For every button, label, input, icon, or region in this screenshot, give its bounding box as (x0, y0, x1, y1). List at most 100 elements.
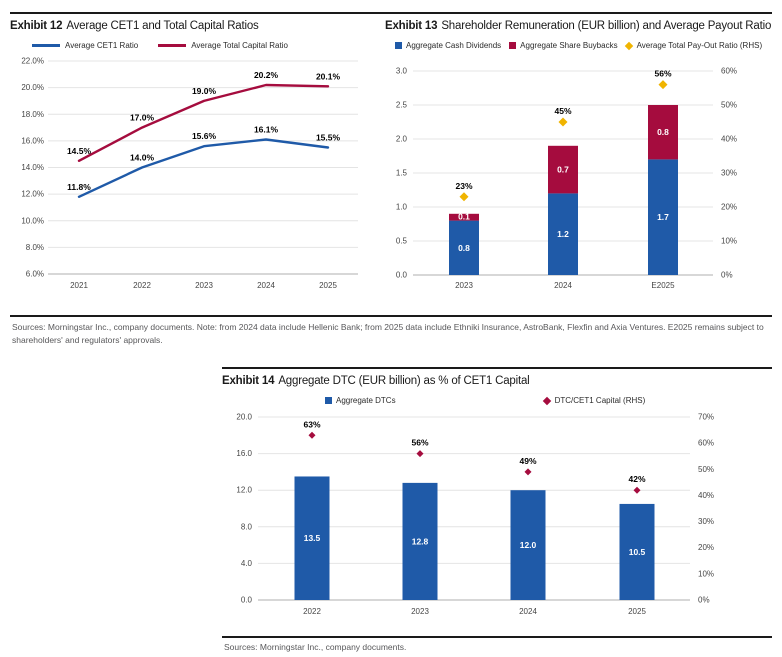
exhibit-12-title: Exhibit 12 Average CET1 and Total Capital… (10, 20, 259, 32)
svg-text:8.0%: 8.0% (26, 243, 44, 252)
svg-text:0.0: 0.0 (396, 271, 408, 280)
svg-text:0.1: 0.1 (458, 212, 470, 222)
exhibit-14-title: Exhibit 14 Aggregate DTC (EUR billion) as… (222, 375, 530, 387)
legend-item-payout-ratio: Average Total Pay-Out Ratio (RHS) (624, 41, 763, 50)
exhibit-14-top-rule (222, 367, 772, 369)
svg-text:0%: 0% (721, 271, 733, 280)
legend-label: Average CET1 Ratio (65, 41, 139, 50)
svg-text:2023: 2023 (411, 607, 429, 616)
svg-text:15.5%: 15.5% (316, 133, 341, 143)
dtc-bar-chart: 20.0 16.0 12.0 8.0 4.0 0.0 70% 60% 50% 40% 30% 20% 1… (236, 413, 714, 617)
svg-text:20%: 20% (698, 543, 714, 552)
svg-text:8.0: 8.0 (241, 522, 253, 531)
svg-text:0.5: 0.5 (396, 237, 408, 246)
svg-text:12.0: 12.0 (236, 486, 252, 495)
svg-text:2022: 2022 (303, 607, 321, 616)
svg-text:12.0%: 12.0% (21, 190, 44, 199)
svg-text:40%: 40% (698, 491, 714, 500)
svg-text:19.0%: 19.0% (192, 86, 217, 96)
dtcs-square-swatch-icon (325, 397, 332, 404)
exhibit-14-title-text: Aggregate DTC (EUR billion) as % of CET1… (278, 375, 530, 387)
svg-text:2025: 2025 (319, 281, 337, 290)
svg-text:4.0: 4.0 (241, 559, 253, 568)
top-rule (10, 12, 772, 14)
legend-item-dividends: Aggregate Cash Dividends (395, 41, 501, 50)
svg-text:20.0: 20.0 (236, 413, 252, 422)
svg-text:2021: 2021 (70, 281, 88, 290)
exhibit-14-legend: Aggregate DTCs DTC/CET1 Capital (RHS) (325, 396, 645, 405)
dividends-square-swatch-icon (395, 42, 402, 49)
legend-label: Aggregate DTCs (336, 396, 396, 405)
svg-text:2024: 2024 (554, 281, 572, 290)
svg-text:56%: 56% (654, 69, 671, 79)
svg-text:2.5: 2.5 (396, 101, 408, 110)
legend-label: DTC/CET1 Capital (RHS) (554, 396, 646, 405)
svg-text:12.0: 12.0 (520, 540, 537, 550)
payout-diamond-swatch-icon (624, 41, 633, 50)
legend-label: Aggregate Share Buybacks (520, 41, 618, 50)
svg-text:20%: 20% (721, 203, 737, 212)
exhibit-14-label: Exhibit 14 (222, 375, 275, 387)
svg-text:14.5%: 14.5% (67, 146, 92, 156)
svg-text:20.1%: 20.1% (316, 71, 341, 81)
cet1-line-swatch-icon (32, 44, 60, 47)
svg-text:0.0: 0.0 (241, 596, 253, 605)
legend-label: Average Total Capital Ratio (191, 41, 288, 50)
svg-text:10.0%: 10.0% (21, 216, 44, 225)
svg-text:45%: 45% (554, 106, 571, 116)
svg-text:2022: 2022 (133, 281, 151, 290)
svg-text:E2025: E2025 (651, 281, 675, 290)
svg-text:3.0: 3.0 (396, 67, 408, 76)
exhibit-13-title-text: Shareholder Remuneration (EUR billion) a… (441, 20, 772, 32)
legend-item-dtc-ratio: DTC/CET1 Capital (RHS) (542, 396, 646, 405)
svg-text:56%: 56% (411, 438, 428, 448)
svg-text:70%: 70% (698, 413, 714, 422)
exhibit-12: Exhibit 12 Average CET1 and Total Capital… (10, 18, 376, 308)
svg-text:15.6%: 15.6% (192, 131, 217, 141)
sources-bottom-rule (222, 636, 772, 638)
svg-text:16.0%: 16.0% (21, 136, 44, 145)
svg-text:40%: 40% (721, 135, 737, 144)
svg-text:63%: 63% (303, 419, 320, 429)
exhibit-12-title-text: Average CET1 and Total Capital Ratios (66, 20, 259, 32)
svg-text:10%: 10% (721, 237, 737, 246)
svg-text:2023: 2023 (455, 281, 473, 290)
svg-text:1.7: 1.7 (657, 212, 669, 222)
svg-text:1.5: 1.5 (396, 169, 408, 178)
svg-text:30%: 30% (698, 517, 714, 526)
svg-text:18.0%: 18.0% (21, 110, 44, 119)
sources-top-rule (10, 315, 772, 317)
svg-text:0.7: 0.7 (557, 165, 569, 175)
svg-text:23%: 23% (455, 181, 472, 191)
svg-text:6.0%: 6.0% (26, 270, 44, 279)
legend-label: Average Total Pay-Out Ratio (RHS) (636, 41, 763, 50)
legend-label: Aggregate Cash Dividends (406, 41, 502, 50)
svg-text:2024: 2024 (257, 281, 275, 290)
svg-text:60%: 60% (698, 439, 714, 448)
svg-text:50%: 50% (721, 101, 737, 110)
svg-text:22.0%: 22.0% (21, 57, 44, 66)
svg-text:2025: 2025 (628, 607, 646, 616)
exhibit-13-legend: Aggregate Cash Dividends Aggregate Share… (395, 41, 762, 50)
svg-text:16.1%: 16.1% (254, 125, 279, 135)
svg-text:11.8%: 11.8% (67, 182, 91, 192)
svg-text:60%: 60% (721, 67, 737, 76)
svg-text:1.2: 1.2 (557, 229, 569, 239)
svg-text:16.0: 16.0 (236, 449, 252, 458)
svg-text:10%: 10% (698, 569, 714, 578)
buybacks-square-swatch-icon (509, 42, 517, 49)
svg-text:0%: 0% (698, 596, 710, 605)
svg-text:0.8: 0.8 (657, 127, 669, 137)
svg-text:30%: 30% (721, 169, 737, 178)
svg-text:0.8: 0.8 (458, 243, 470, 253)
legend-item-dtcs: Aggregate DTCs (325, 396, 396, 405)
sources-note-bottom: Sources: Morningstar Inc., company docum… (224, 642, 407, 652)
exhibit-13: Exhibit 13 Shareholder Remuneration (EUR … (385, 18, 772, 308)
svg-text:42%: 42% (628, 474, 645, 484)
svg-text:10.5: 10.5 (629, 547, 646, 557)
svg-text:1.0: 1.0 (396, 203, 408, 212)
legend-item-cet1: Average CET1 Ratio (32, 41, 138, 50)
svg-text:2.0: 2.0 (396, 135, 408, 144)
svg-text:49%: 49% (519, 456, 536, 466)
